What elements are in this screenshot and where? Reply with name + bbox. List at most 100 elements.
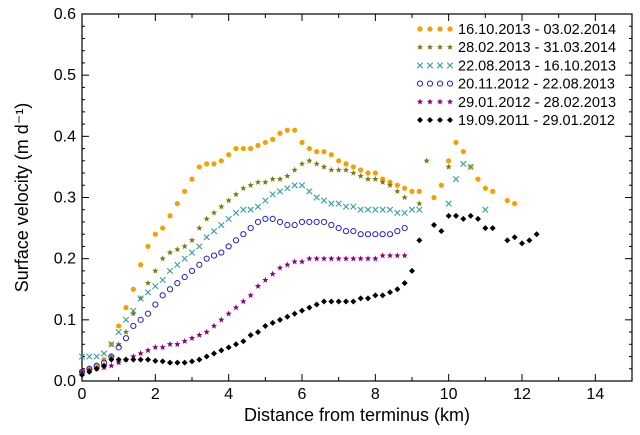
y-tick-label: 0.5 (54, 67, 76, 84)
data-point (350, 255, 357, 262)
data-point (460, 149, 466, 155)
data-point (188, 237, 196, 243)
data-point (372, 292, 379, 299)
data-point (122, 335, 130, 342)
data-point (196, 164, 202, 170)
data-point (372, 231, 379, 238)
data-point (232, 304, 240, 311)
data-point (320, 218, 328, 226)
data-point (320, 255, 328, 262)
data-point (269, 319, 276, 326)
data-point (298, 182, 306, 189)
data-point (446, 158, 452, 164)
data-point (460, 160, 467, 168)
data-point (181, 337, 188, 344)
data-point (210, 209, 218, 216)
legend-marker (426, 80, 434, 87)
data-point (299, 139, 305, 146)
data-point (269, 270, 276, 277)
data-point (277, 316, 283, 323)
data-point (445, 163, 452, 170)
data-point (130, 286, 136, 292)
data-point (357, 255, 364, 262)
data-point (210, 322, 218, 329)
legend-marker (416, 80, 424, 87)
data-point (152, 344, 159, 351)
data-point (254, 203, 262, 210)
data-point (269, 175, 276, 182)
legend-marker (416, 62, 424, 69)
y-tick-label: 0.2 (54, 251, 76, 268)
data-point (386, 181, 394, 188)
data-point (386, 252, 394, 259)
data-point (210, 227, 218, 235)
data-point (218, 158, 224, 164)
data-point (152, 267, 159, 274)
data-point (357, 172, 364, 179)
data-point (137, 350, 144, 357)
series-4 (78, 252, 408, 375)
legend-marker (427, 26, 433, 32)
data-point (116, 323, 122, 329)
data-point (240, 145, 246, 152)
data-point (512, 201, 518, 207)
data-point (372, 170, 378, 176)
data-point (321, 149, 327, 155)
data-point (225, 215, 232, 223)
data-point (196, 331, 203, 338)
data-point (159, 255, 166, 262)
data-point (144, 347, 152, 354)
data-point (298, 218, 306, 226)
data-point (262, 322, 269, 329)
data-point (350, 228, 357, 235)
data-point (306, 218, 313, 226)
data-point (78, 353, 86, 360)
data-point (467, 163, 474, 171)
data-point (86, 353, 93, 360)
data-point (240, 206, 247, 213)
data-point (122, 316, 130, 324)
legend-marker (446, 98, 454, 105)
legend-marker (446, 80, 454, 87)
data-point (402, 185, 408, 191)
data-point (218, 249, 225, 256)
data-point (218, 221, 225, 229)
data-point (211, 350, 217, 357)
data-point (232, 209, 240, 216)
data-point (225, 310, 232, 317)
x-tick-label: 12 (513, 386, 531, 403)
data-point (284, 313, 291, 320)
data-point (504, 237, 511, 244)
data-point (115, 344, 122, 351)
data-point (218, 316, 225, 323)
data-point (342, 228, 350, 235)
data-point (174, 341, 181, 347)
x-tick-label: 6 (298, 386, 307, 403)
series-3 (78, 215, 408, 375)
data-point (181, 359, 188, 366)
data-point (108, 353, 115, 360)
data-point (247, 224, 254, 232)
data-point (254, 218, 262, 226)
data-point (306, 255, 313, 262)
data-point (225, 197, 232, 204)
series-5 (79, 212, 540, 378)
data-point (203, 255, 210, 262)
data-point (409, 188, 415, 194)
data-point (313, 255, 320, 262)
data-point (306, 304, 313, 311)
data-point (387, 289, 393, 296)
data-point (416, 188, 422, 194)
data-point (101, 362, 107, 369)
data-point (314, 149, 320, 155)
data-point (357, 295, 364, 302)
data-point (174, 261, 181, 268)
data-point (357, 206, 364, 213)
data-point (364, 231, 372, 238)
data-point (226, 152, 232, 158)
data-point (196, 224, 203, 231)
data-point (123, 356, 129, 363)
data-point (166, 286, 174, 293)
data-point (196, 261, 203, 268)
